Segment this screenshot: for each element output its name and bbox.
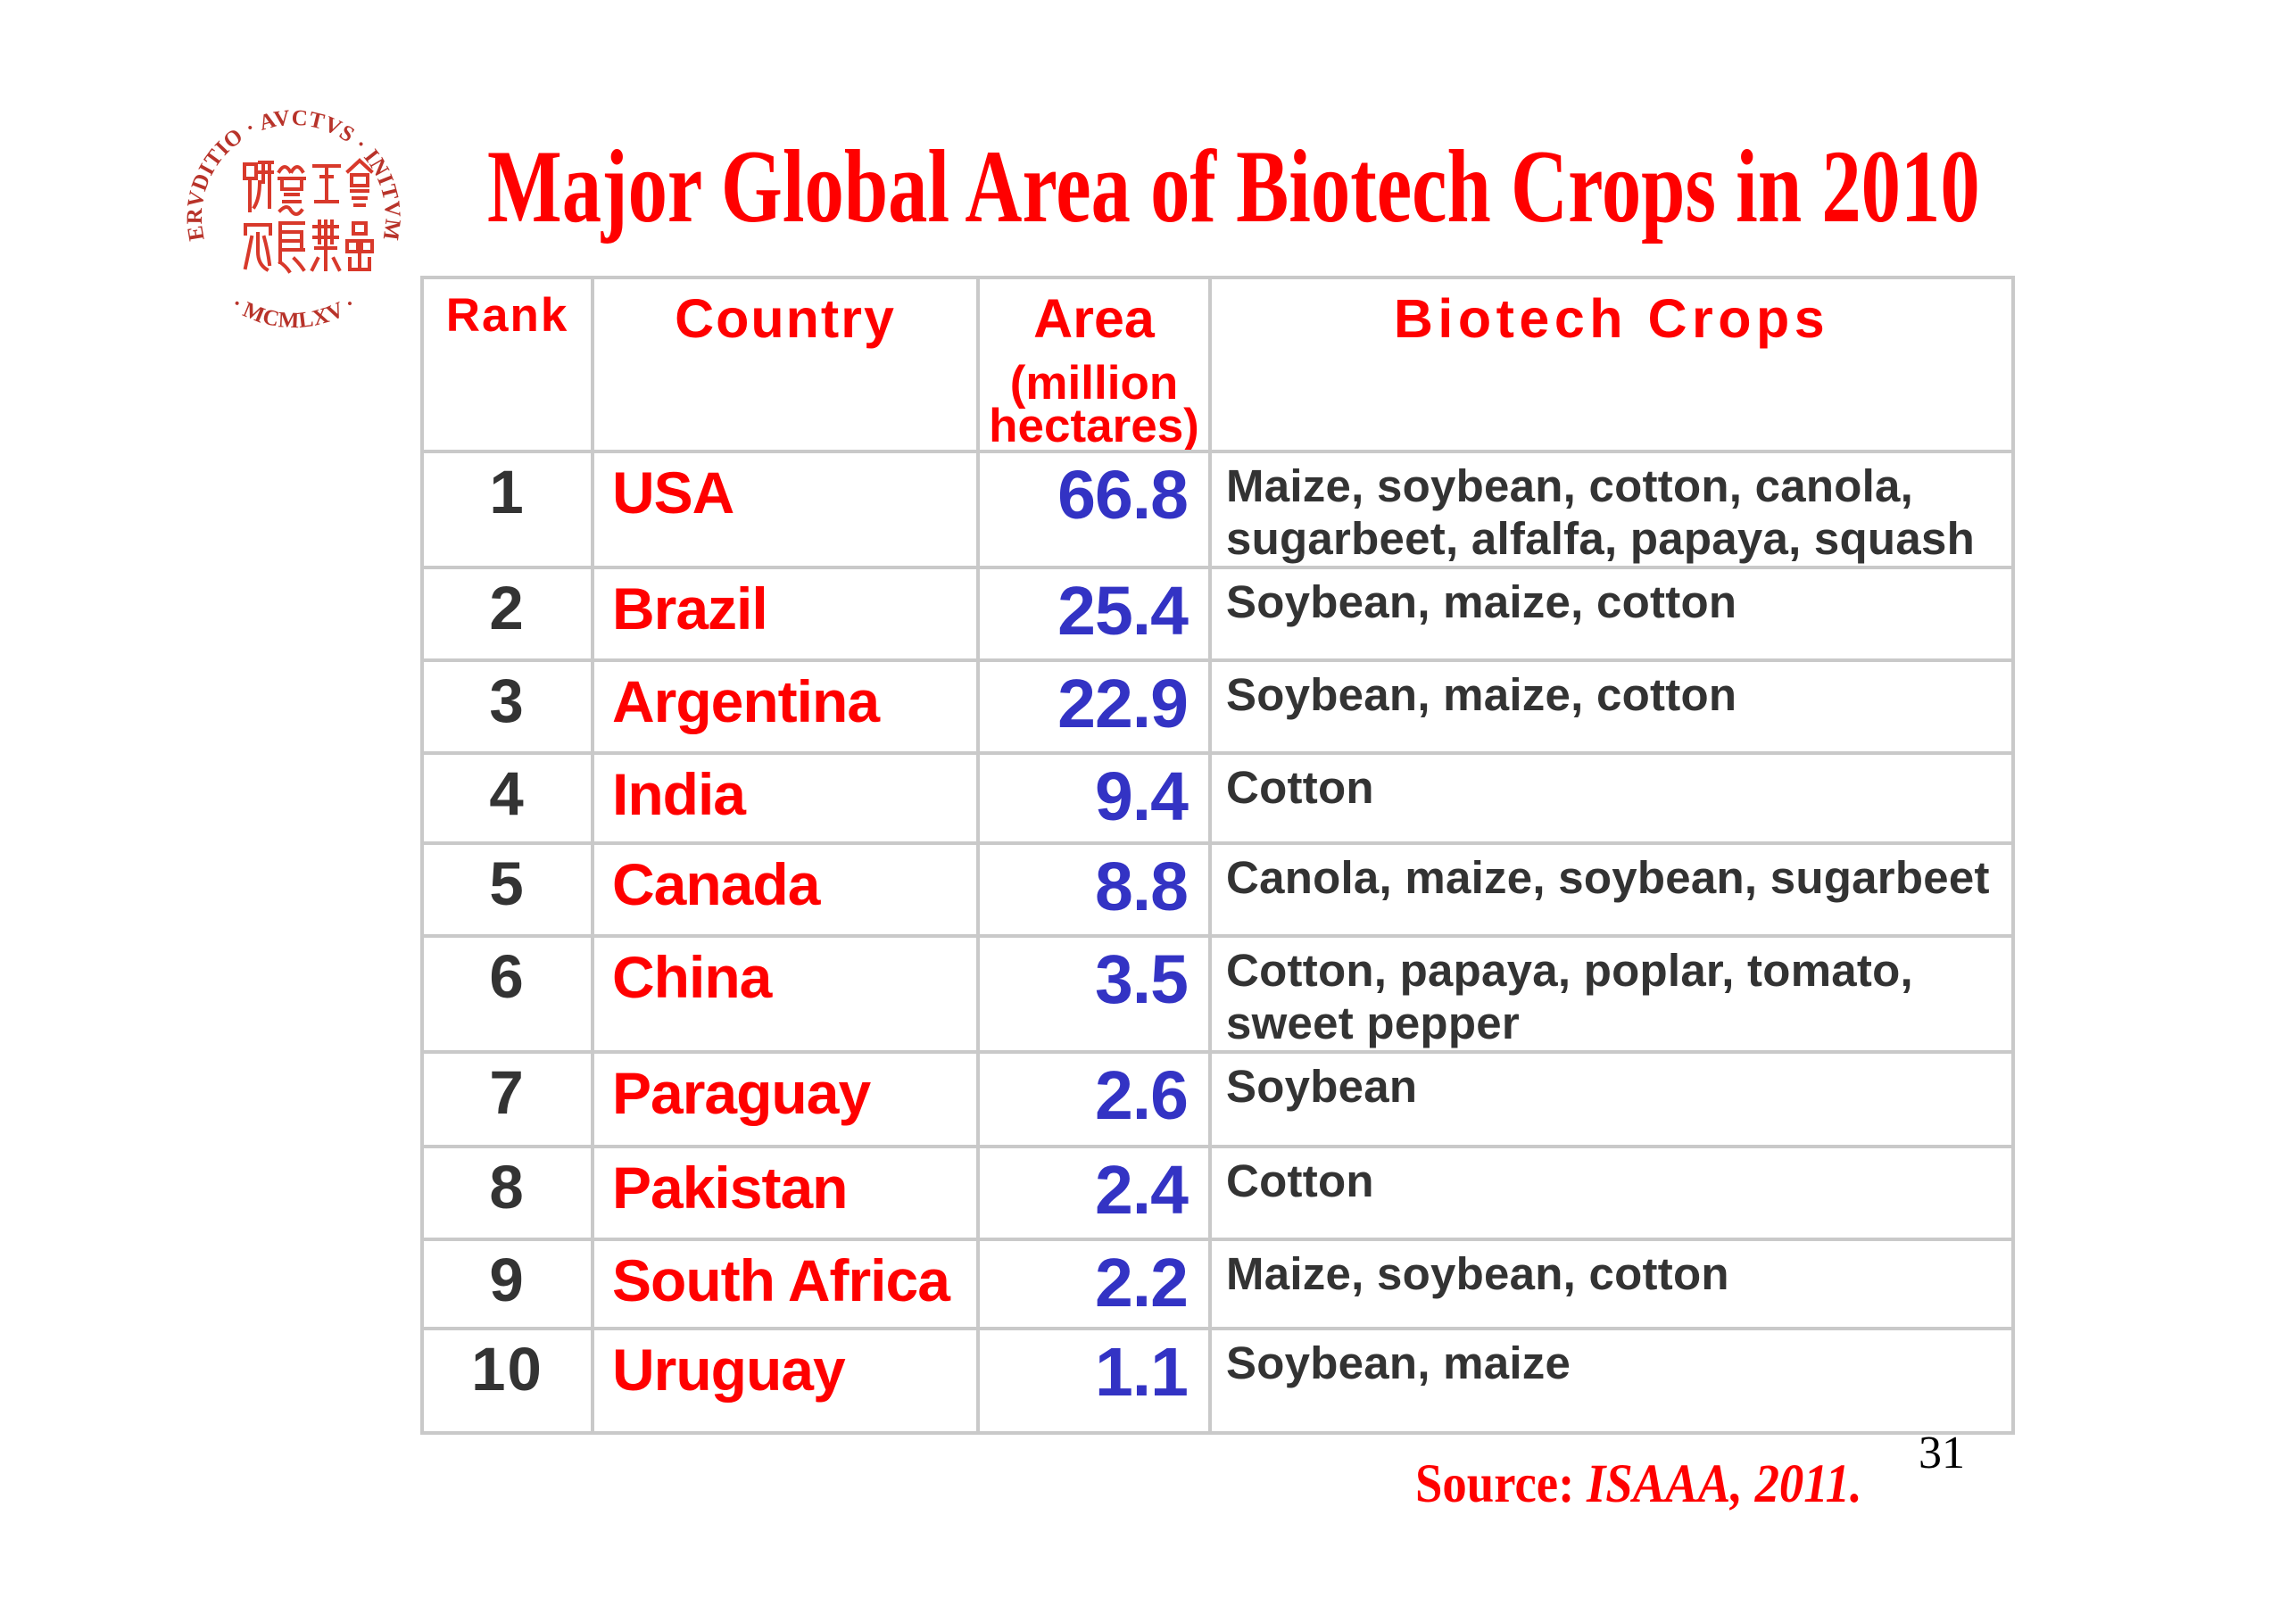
svg-text:· MCMLXV ·: · MCMLXV · (227, 292, 360, 330)
